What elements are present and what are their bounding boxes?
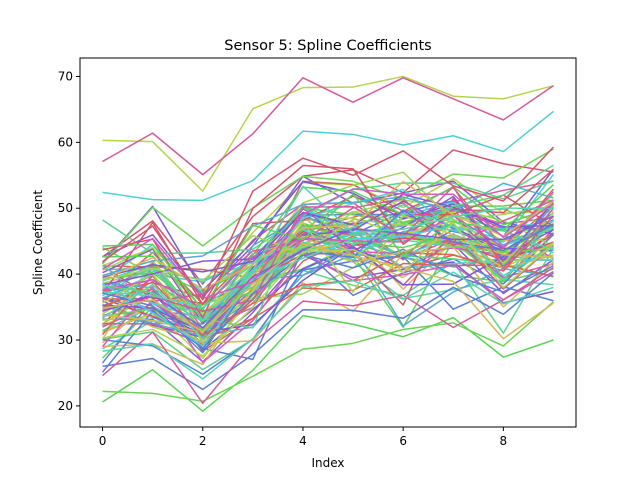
series-line bbox=[102, 255, 554, 375]
series-line bbox=[102, 110, 554, 202]
series-line bbox=[101, 148, 554, 265]
y-tick-label: 70 bbox=[58, 69, 73, 83]
series-line bbox=[102, 200, 554, 325]
x-tick-label: 6 bbox=[399, 434, 407, 448]
x-tick-label: 0 bbox=[99, 434, 107, 448]
x-tick-label: 8 bbox=[500, 434, 508, 448]
chart-title: Sensor 5: Spline Coefficients bbox=[224, 38, 432, 54]
series-line bbox=[102, 182, 554, 277]
series-line bbox=[102, 146, 554, 301]
y-axis-ticks: 20 30 40 50 60 70 bbox=[58, 69, 80, 413]
series-line bbox=[102, 243, 554, 340]
series-line bbox=[102, 185, 554, 309]
series-line bbox=[102, 272, 554, 391]
series-line bbox=[102, 225, 554, 347]
series-line bbox=[102, 301, 554, 403]
series-line bbox=[101, 251, 554, 364]
series-line bbox=[102, 197, 554, 303]
series-line bbox=[102, 314, 554, 412]
series-line bbox=[102, 210, 554, 325]
y-tick-label: 60 bbox=[58, 135, 73, 149]
series-line bbox=[102, 228, 554, 333]
series-line bbox=[102, 246, 554, 344]
series-line bbox=[102, 75, 554, 192]
plot-frame bbox=[79, 57, 577, 428]
series-lines bbox=[101, 75, 555, 412]
series-line bbox=[102, 271, 554, 380]
series-line bbox=[102, 188, 554, 300]
series-line bbox=[102, 212, 554, 282]
series-line bbox=[101, 168, 555, 292]
series-line bbox=[102, 221, 554, 357]
series-line bbox=[102, 266, 554, 405]
series-line bbox=[102, 193, 555, 315]
x-tick-label: 4 bbox=[299, 434, 307, 448]
series-line bbox=[102, 215, 554, 329]
y-tick-label: 30 bbox=[58, 333, 73, 347]
series-line bbox=[102, 185, 554, 310]
series-line bbox=[102, 185, 555, 312]
y-tick-label: 40 bbox=[58, 267, 73, 281]
series-line bbox=[102, 77, 554, 176]
y-tick-label: 50 bbox=[58, 201, 73, 215]
x-tick-label: 2 bbox=[199, 434, 207, 448]
y-tick-label: 20 bbox=[58, 399, 73, 413]
x-axis-label: Index bbox=[311, 456, 344, 470]
series-line bbox=[102, 215, 555, 337]
x-axis-ticks: 0 2 4 6 8 bbox=[99, 427, 507, 448]
series-line bbox=[102, 180, 554, 290]
y-axis-label: Spline Coefficient bbox=[31, 190, 45, 295]
series-line bbox=[102, 164, 554, 323]
